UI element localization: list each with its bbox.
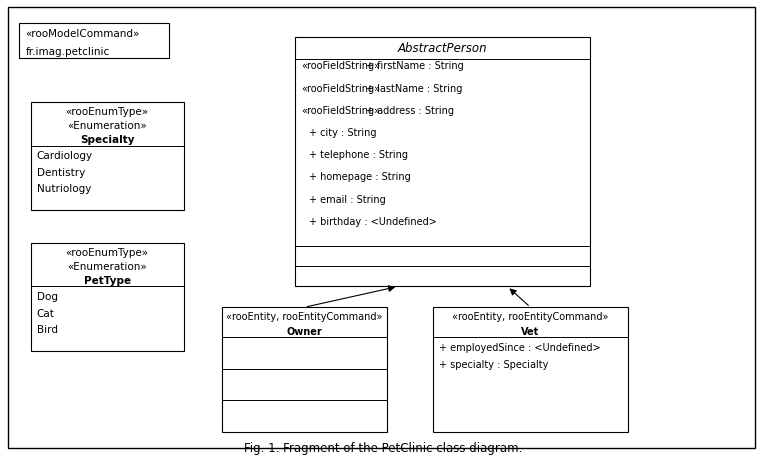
Bar [433,307,628,432]
Text: Owner: Owner [286,327,322,337]
Text: «rooEntity, rooEntityCommand»: «rooEntity, rooEntityCommand» [452,312,609,322]
Text: + specialty : Specialty: + specialty : Specialty [439,360,548,371]
Text: + email : String: + email : String [309,195,385,205]
Text: «rooFieldString»: «rooFieldString» [301,61,380,72]
Text: «rooModelCommand»: «rooModelCommand» [25,29,139,39]
Bar [31,102,184,210]
Text: + lastName : String: + lastName : String [366,84,463,94]
Text: «rooEnumType»: «rooEnumType» [66,107,149,117]
Text: fr.imag.petclinic: fr.imag.petclinic [25,47,110,57]
Text: «rooEnumType»: «rooEnumType» [66,248,149,258]
Text: + birthday : <Undefined>: + birthday : <Undefined> [309,217,437,227]
Text: Fig. 1. Fragment of the PetClinic class diagram.: Fig. 1. Fragment of the PetClinic class … [244,442,522,455]
Bar [295,37,590,286]
Text: Nutriology: Nutriology [37,184,91,195]
Text: «rooFieldString»: «rooFieldString» [301,84,380,94]
Text: Cardiology: Cardiology [37,151,93,161]
Text: + homepage : String: + homepage : String [309,172,411,182]
Text: + address : String: + address : String [366,106,454,116]
Text: + firstName : String: + firstName : String [366,61,464,72]
Text: Dentistry: Dentistry [37,168,85,178]
Text: «rooFieldString»: «rooFieldString» [301,106,380,116]
Text: Specialty: Specialty [80,135,135,145]
Bar [19,23,169,58]
Text: Vet: Vet [522,327,539,337]
Text: «rooEntity, rooEntityCommand»: «rooEntity, rooEntityCommand» [226,312,383,322]
Text: Bird: Bird [37,325,57,335]
Text: PetType: PetType [83,276,131,286]
Text: + city : String: + city : String [309,128,376,138]
Bar [31,243,184,351]
Text: + telephone : String: + telephone : String [309,150,408,160]
Text: Cat: Cat [37,309,54,319]
Text: «Enumeration»: «Enumeration» [67,262,147,272]
Text: «Enumeration»: «Enumeration» [67,121,147,131]
Text: + employedSince : <Undefined>: + employedSince : <Undefined> [439,343,601,353]
Text: Dog: Dog [37,292,57,302]
Bar [222,307,387,432]
Text: AbstractPerson: AbstractPerson [398,42,487,55]
